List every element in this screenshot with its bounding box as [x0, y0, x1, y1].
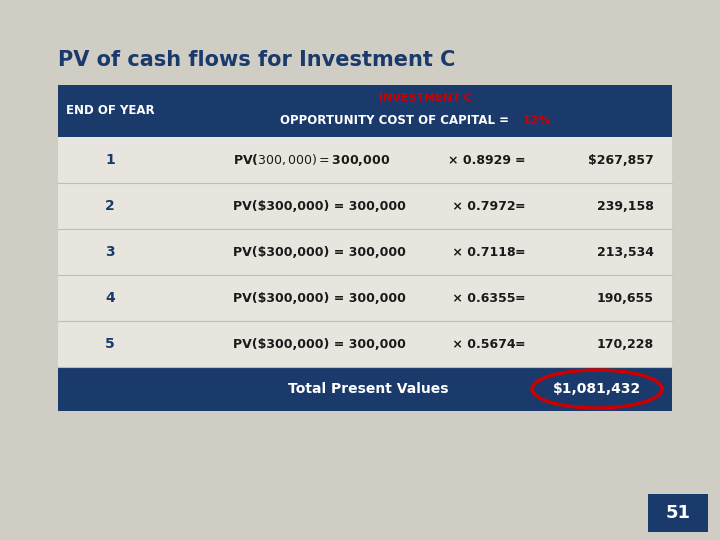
Text: PV of cash flows for Investment C: PV of cash flows for Investment C [58, 50, 455, 70]
Bar [58, 275, 672, 321]
Text: =: = [515, 338, 526, 350]
Text: × 0.7972: × 0.7972 [448, 199, 516, 213]
Text: PV($300,000) = 300,000: PV($300,000) = 300,000 [233, 199, 406, 213]
Text: 213,534: 213,534 [597, 246, 654, 259]
Text: 190,655: 190,655 [597, 292, 654, 305]
Text: PV($300,000) = 300,000: PV($300,000) = 300,000 [233, 292, 406, 305]
Bar [58, 183, 672, 229]
Bar [58, 229, 672, 275]
Text: END OF YEAR: END OF YEAR [66, 105, 154, 118]
Bar [58, 85, 672, 137]
Text: 3: 3 [105, 245, 114, 259]
Text: PV($300,000) = 300,000: PV($300,000) = 300,000 [233, 246, 406, 259]
Bar [58, 321, 672, 367]
Text: × 0.6355: × 0.6355 [448, 292, 516, 305]
Text: =: = [515, 292, 526, 305]
Text: $267,857: $267,857 [588, 153, 654, 166]
Text: Total Present Values: Total Present Values [288, 382, 449, 396]
Text: 5: 5 [105, 337, 115, 351]
Text: 4: 4 [105, 291, 115, 305]
Text: 12%: 12% [523, 114, 551, 127]
Text: × 0.5674: × 0.5674 [448, 338, 516, 350]
Text: PV($300,000) = 300,000: PV($300,000) = 300,000 [233, 338, 406, 350]
Text: INVESTMENT C: INVESTMENT C [379, 93, 472, 103]
Text: × 0.7118: × 0.7118 [448, 246, 516, 259]
Text: 2: 2 [105, 199, 115, 213]
Bar [58, 137, 672, 183]
Text: PV($300,000) = $300,000: PV($300,000) = $300,000 [233, 152, 390, 168]
Text: 170,228: 170,228 [597, 338, 654, 350]
Text: =: = [515, 153, 526, 166]
Bar [58, 367, 672, 411]
Text: $1,081,432: $1,081,432 [553, 382, 641, 396]
Text: × 0.8929: × 0.8929 [448, 153, 511, 166]
Text: 239,158: 239,158 [597, 199, 654, 213]
Text: OPPORTUNITY COST OF CAPITAL =: OPPORTUNITY COST OF CAPITAL = [280, 114, 513, 127]
Text: =: = [515, 246, 526, 259]
Text: 1: 1 [105, 153, 115, 167]
Bar [648, 494, 708, 532]
Text: =: = [515, 199, 526, 213]
Text: 51: 51 [665, 504, 690, 522]
